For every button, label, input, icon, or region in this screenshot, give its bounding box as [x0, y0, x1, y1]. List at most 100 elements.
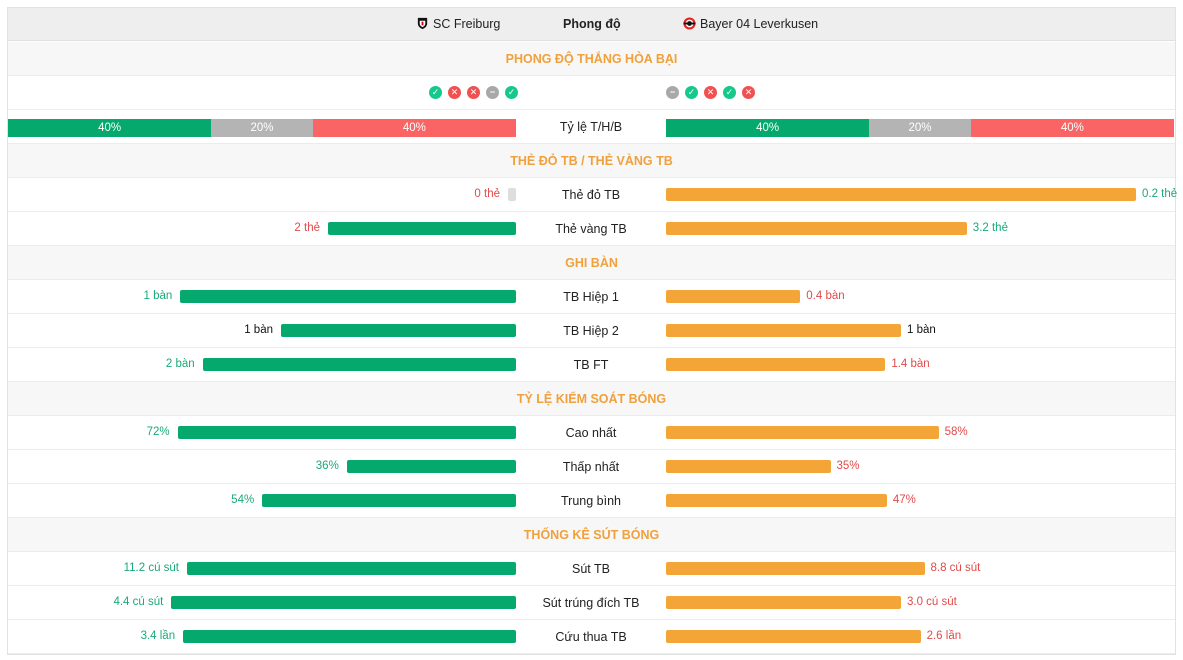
away-red-cards-bar	[666, 188, 1136, 201]
home-shots-total-value: 11.2 cú sút	[123, 562, 179, 574]
home-goals-h2-bar	[281, 324, 516, 337]
home-team-logo-icon	[417, 17, 428, 30]
goals-ft-label: TB FT	[573, 358, 609, 372]
home-possession-min-value: 36%	[315, 460, 339, 472]
section-cards-title: THẺ ĐỎ TB / THẺ VÀNG TB	[510, 154, 673, 168]
home-saves-value: 3.4 lần	[140, 630, 176, 642]
home-goals-h1-value: 1 bàn	[143, 290, 173, 302]
away-team-name: Bayer 04 Leverkusen	[700, 17, 819, 31]
away-possession-max-value: 58%	[944, 426, 968, 438]
ratio-label: Tỷ lệ T/H/B	[559, 120, 623, 134]
away-yellow-cards-value: 3.2 thẻ	[972, 222, 1008, 234]
away-possession-avg-bar	[666, 494, 887, 507]
header-title: Phong độ	[563, 17, 621, 31]
home-goals-ft-bar	[202, 358, 516, 371]
away-possession-avg-value: 47%	[892, 494, 916, 506]
away-possession-max-bar	[666, 426, 939, 439]
shots-on-target-label: Sút trúng đích TB	[542, 596, 640, 610]
win-icon: ✓	[505, 86, 518, 99]
stat-row-possession-min: 36% Thấp nhất 35%	[8, 450, 1175, 484]
home-goals-h2-value: 1 bàn	[244, 324, 273, 336]
away-red-cards-value: 0.2 thẻ	[1142, 188, 1178, 200]
possession-max-label: Cao nhất	[565, 426, 617, 440]
home-saves-bar	[183, 630, 516, 643]
home-form-icons: ✓ ✕ ✕ − ✓	[429, 86, 518, 99]
home-possession-avg-value: 54%	[231, 494, 255, 506]
away-ratio-loss-segment: 40%	[970, 119, 1174, 137]
section-possession: TỶ LỆ KIỂM SOÁT BÓNG	[8, 382, 1175, 416]
draw-icon: −	[486, 86, 499, 99]
away-yellow-cards-bar	[666, 222, 967, 235]
goals-h1-label: TB Hiệp 1	[563, 290, 619, 304]
away-shots-on-target-bar	[666, 596, 901, 609]
away-goals-ft-bar	[666, 358, 886, 371]
home-shots-on-target-bar	[171, 596, 516, 609]
shots-total-label: Sút TB	[572, 562, 610, 576]
home-ratio-win-segment: 40%	[8, 119, 212, 137]
comparison-header: SC Freiburg Phong độ Bayer 04 Leverkusen	[8, 8, 1175, 41]
stat-row-saves: 3.4 lần Cứu thua TB 2.6 lần	[8, 620, 1175, 654]
home-shots-total-bar	[187, 562, 516, 575]
away-shots-total-bar	[666, 562, 925, 575]
section-possession-title: TỶ LỆ KIỂM SOÁT BÓNG	[516, 392, 667, 406]
form-comparison-panel: SC Freiburg Phong độ Bayer 04 Leverkusen…	[7, 7, 1178, 655]
section-shots: THỐNG KÊ SÚT BÓNG	[8, 518, 1175, 552]
win-icon: ✓	[723, 86, 736, 99]
away-goals-h2-value: 1 bàn	[907, 324, 936, 336]
section-cards: THẺ ĐỎ TB / THẺ VÀNG TB	[8, 144, 1175, 178]
yellow-cards-label: Thẻ vàng TB	[555, 222, 627, 236]
win-icon: ✓	[685, 86, 698, 99]
home-shots-on-target-value: 4.4 cú sút	[113, 596, 164, 608]
home-possession-max-bar	[177, 426, 516, 439]
home-possession-max-value: 72%	[146, 426, 170, 438]
section-goals: GHI BÀN	[8, 246, 1175, 280]
draw-icon: −	[666, 86, 679, 99]
away-possession-min-bar	[666, 460, 831, 473]
home-yellow-cards-bar	[328, 222, 516, 235]
stat-row-shots-total: 11.2 cú sút Sút TB 8.8 cú sút	[8, 552, 1175, 586]
home-goals-h1-bar	[180, 290, 516, 303]
away-ratio-win-segment: 40%	[666, 119, 870, 137]
home-goals-ft-value: 2 bàn	[165, 358, 195, 370]
home-team[interactable]: SC Freiburg	[416, 17, 500, 31]
goals-h2-label: TB Hiệp 2	[563, 324, 619, 338]
saves-label: Cứu thua TB	[555, 630, 627, 644]
away-team[interactable]: Bayer 04 Leverkusen	[683, 17, 818, 31]
away-goals-h2-bar	[666, 324, 901, 337]
home-team-name: SC Freiburg	[433, 17, 501, 31]
red-cards-label: Thẻ đỏ TB	[561, 188, 621, 202]
form-icons-row: ✓ ✕ ✕ − ✓ − ✓ ✕ ✓ ✕	[8, 76, 1175, 110]
away-saves-bar	[666, 630, 921, 643]
away-goals-ft-value: 1.4 bàn	[891, 358, 930, 370]
possession-min-label: Thấp nhất	[562, 460, 620, 474]
home-red-cards-bar	[508, 188, 516, 201]
loss-icon: ✕	[704, 86, 717, 99]
ratio-row: Tỷ lệ T/H/B 40% 20% 40% 40% 20% 40%	[8, 110, 1175, 144]
home-red-cards-value: 0 thẻ	[474, 188, 500, 200]
away-goals-h1-value: 0.4 bàn	[806, 290, 845, 302]
home-yellow-cards-value: 2 thẻ	[294, 222, 320, 234]
stat-row-goals-h1: 1 bàn TB Hiệp 1 0.4 bàn	[8, 280, 1175, 314]
away-ratio-draw-segment: 20%	[869, 119, 971, 137]
stat-row-goals-ft: 2 bàn TB FT 1.4 bàn	[8, 348, 1175, 382]
stat-row-goals-h2: 1 bàn TB Hiệp 2 1 bàn	[8, 314, 1175, 348]
stat-row-red-cards: 0 thẻ Thẻ đỏ TB 0.2 thẻ	[8, 178, 1178, 212]
stat-row-shots-on-target: 4.4 cú sút Sút trúng đích TB 3.0 cú sút	[8, 586, 1175, 620]
loss-icon: ✕	[467, 86, 480, 99]
section-goals-title: GHI BÀN	[565, 256, 618, 270]
stat-row-possession-max: 72% Cao nhất 58%	[8, 416, 1175, 450]
home-ratio-draw-segment: 20%	[211, 119, 313, 137]
away-form-icons: − ✓ ✕ ✓ ✕	[666, 86, 755, 99]
stat-row-possession-avg: 54% Trung bình 47%	[8, 484, 1175, 518]
away-possession-min-value: 35%	[836, 460, 860, 472]
section-form: PHONG ĐỘ THẮNG HÒA BẠI	[8, 42, 1175, 76]
away-shots-total-value: 8.8 cú sút	[930, 562, 981, 574]
possession-avg-label: Trung bình	[561, 494, 621, 508]
loss-icon: ✕	[742, 86, 755, 99]
away-goals-h1-bar	[666, 290, 801, 303]
section-form-title: PHONG ĐỘ THẮNG HÒA BẠI	[505, 52, 678, 66]
home-ratio-loss-segment: 40%	[312, 119, 516, 137]
stat-row-yellow-cards: 2 thẻ Thẻ vàng TB 3.2 thẻ	[8, 212, 1175, 246]
away-saves-value: 2.6 lần	[926, 630, 962, 642]
loss-icon: ✕	[448, 86, 461, 99]
